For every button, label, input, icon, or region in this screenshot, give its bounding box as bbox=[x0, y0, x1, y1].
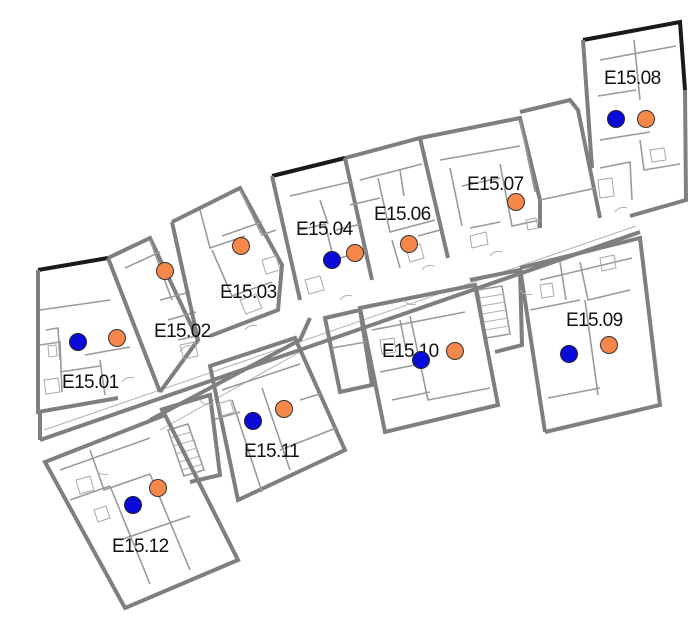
marker-blue-e15-08[interactable] bbox=[607, 110, 625, 128]
unit-e15-09[interactable] bbox=[518, 235, 663, 434]
marker-orange-e15-07[interactable] bbox=[507, 193, 525, 211]
marker-blue-e15-10[interactable] bbox=[412, 351, 430, 369]
unit-e15-07[interactable] bbox=[419, 115, 542, 249]
unit-e15-11[interactable] bbox=[207, 335, 348, 503]
marker-orange-e15-11[interactable] bbox=[275, 400, 293, 418]
corridor-walls bbox=[38, 225, 641, 442]
unit-markers bbox=[69, 110, 655, 514]
label-e15-10: E15.10 bbox=[382, 341, 439, 362]
marker-blue-e15-11[interactable] bbox=[244, 412, 262, 430]
unit-e15-04[interactable] bbox=[270, 156, 374, 301]
unit-e15-03[interactable] bbox=[170, 185, 285, 341]
marker-blue-e15-12[interactable] bbox=[124, 496, 142, 514]
marker-orange-e15-03[interactable] bbox=[232, 237, 250, 255]
label-e15-03: E15.03 bbox=[220, 282, 277, 303]
label-e15-08: E15.08 bbox=[604, 68, 661, 89]
door-swings bbox=[95, 206, 628, 476]
label-e15-02: E15.02 bbox=[154, 321, 211, 342]
core-central bbox=[322, 307, 375, 395]
unit-e15-08[interactable] bbox=[581, 19, 689, 218]
marker-orange-e15-06[interactable] bbox=[400, 235, 418, 253]
marker-orange-e15-04[interactable] bbox=[346, 244, 364, 262]
label-e15-01: E15.01 bbox=[62, 372, 119, 393]
marker-orange-e15-01[interactable] bbox=[108, 329, 126, 347]
marker-orange-e15-12[interactable] bbox=[149, 479, 167, 497]
marker-orange-e15-09[interactable] bbox=[600, 336, 618, 354]
marker-orange-e15-08[interactable] bbox=[637, 110, 655, 128]
label-e15-06: E15.06 bbox=[374, 204, 431, 225]
label-e15-07: E15.07 bbox=[467, 174, 524, 195]
label-e15-12: E15.12 bbox=[112, 536, 169, 557]
marker-blue-e15-09[interactable] bbox=[560, 345, 578, 363]
unit-e15-01[interactable] bbox=[36, 256, 162, 415]
label-e15-11: E15.11 bbox=[244, 441, 299, 462]
unit-labels: E15.01 E15.02 E15.03 E15.04 E15.06 E15.0… bbox=[62, 68, 661, 557]
marker-blue-e15-04[interactable] bbox=[323, 251, 341, 269]
marker-orange-e15-10[interactable] bbox=[446, 342, 464, 360]
unit-e15-10[interactable] bbox=[357, 282, 501, 435]
label-e15-04: E15.04 bbox=[296, 219, 354, 240]
marker-orange-e15-02[interactable] bbox=[156, 262, 174, 280]
core-north bbox=[519, 97, 602, 219]
marker-blue-e15-01[interactable] bbox=[69, 333, 87, 351]
label-e15-09: E15.09 bbox=[566, 310, 623, 331]
unit-e15-12[interactable] bbox=[42, 412, 241, 611]
stair-west bbox=[159, 392, 223, 484]
